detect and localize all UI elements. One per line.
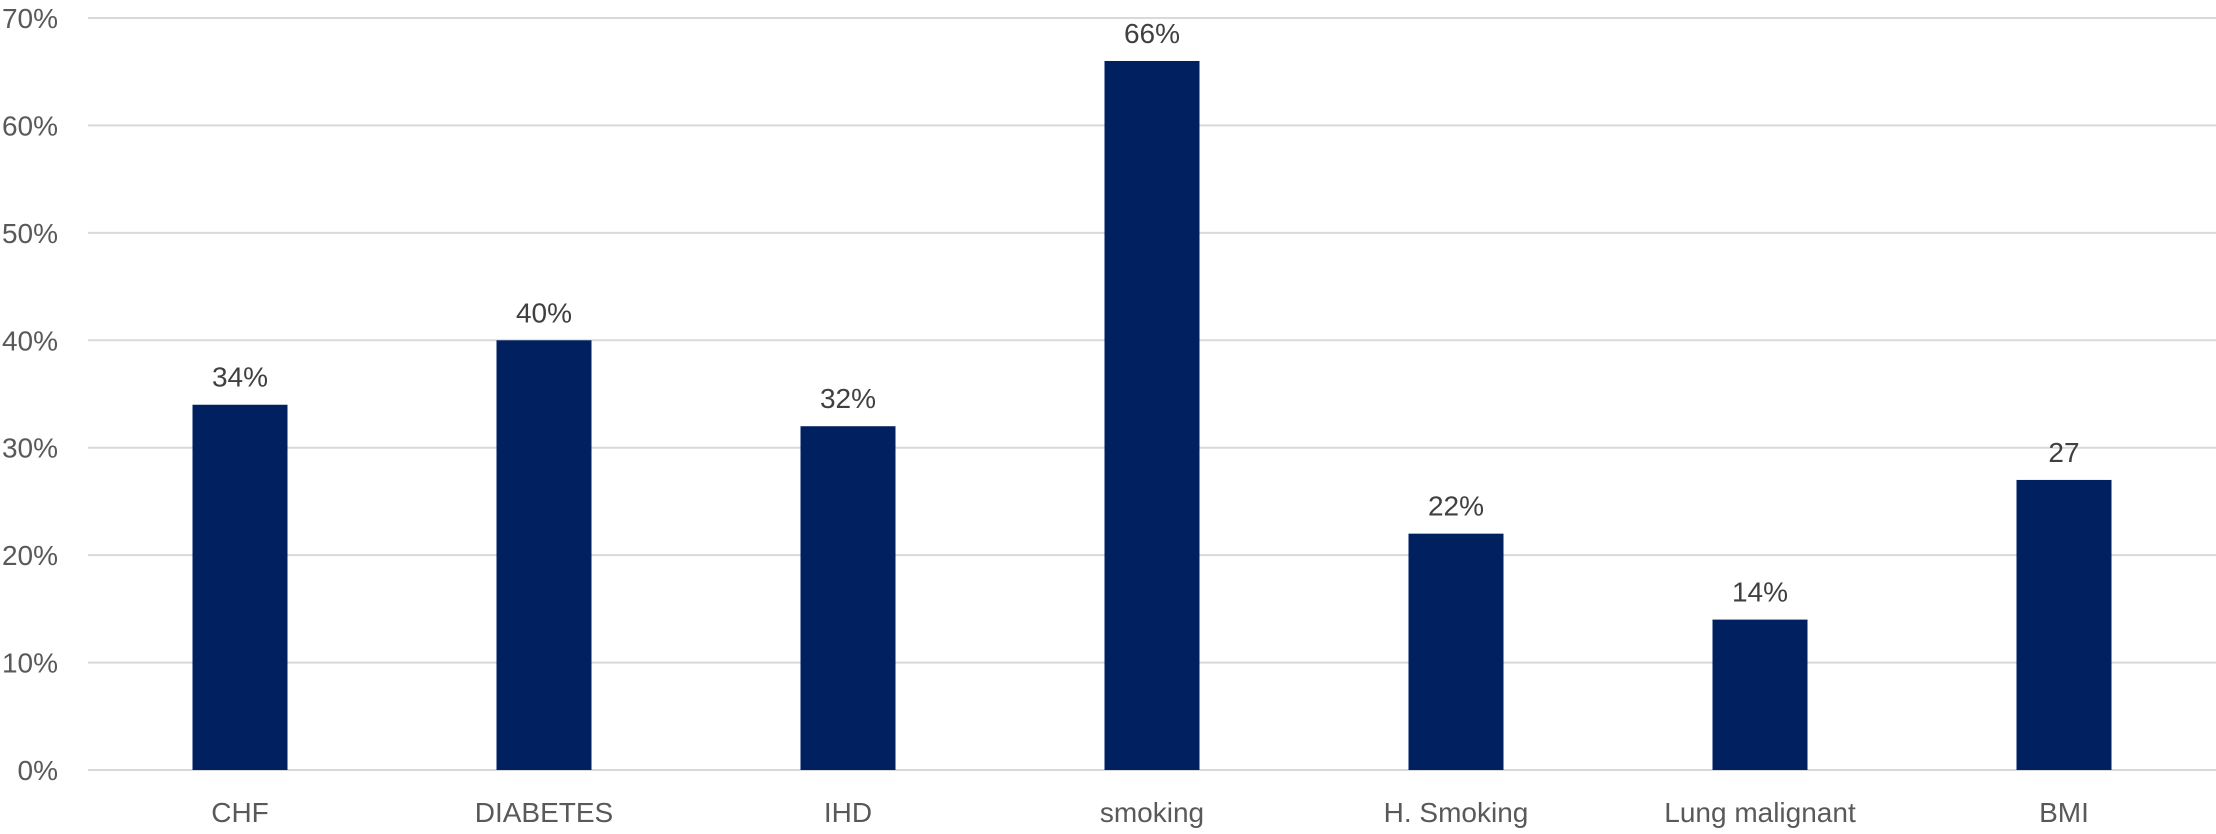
y-tick-label: 60% [2,110,58,141]
x-category-label: CHF [211,797,269,828]
bar-lung-malignant [1712,619,1808,770]
bar-ihd [800,426,896,770]
y-tick-label: 70% [2,3,58,34]
bars [192,60,2112,770]
x-axis-category-labels: CHF DIABETES IHD smoking H. Smoking Lung mali… [211,797,2089,828]
data-labels: 34% 40% 32% 66% 22% 14% 27 [212,18,2080,608]
y-tick-label: 20% [2,540,58,571]
x-category-label: IHD [824,797,872,828]
x-category-label: Lung malignant [1664,797,1856,828]
data-label: 34% [212,362,268,393]
y-tick-label: 10% [2,648,58,679]
x-category-label: H. Smoking [1384,797,1529,828]
y-tick-label: 50% [2,218,58,249]
y-axis-tick-labels: 0% 10% 20% 30% 40% 50% 60% 70% [2,3,58,786]
bar-diabetes [496,340,592,770]
data-label: 32% [820,383,876,414]
x-category-label: DIABETES [475,797,613,828]
y-tick-label: 30% [2,433,58,464]
data-label: 22% [1428,491,1484,522]
x-category-label: BMI [2039,797,2089,828]
data-label: 27 [2048,437,2079,468]
bar-chf [192,404,288,770]
y-tick-label: 0% [18,755,58,786]
bar-h-smoking [1408,533,1504,770]
y-tick-label: 40% [2,325,58,356]
bar-bmi [2016,479,2112,770]
data-label: 66% [1124,18,1180,49]
data-label: 40% [516,297,572,328]
x-category-label: smoking [1100,797,1204,828]
bar-smoking [1104,60,1200,770]
data-label: 14% [1732,577,1788,608]
